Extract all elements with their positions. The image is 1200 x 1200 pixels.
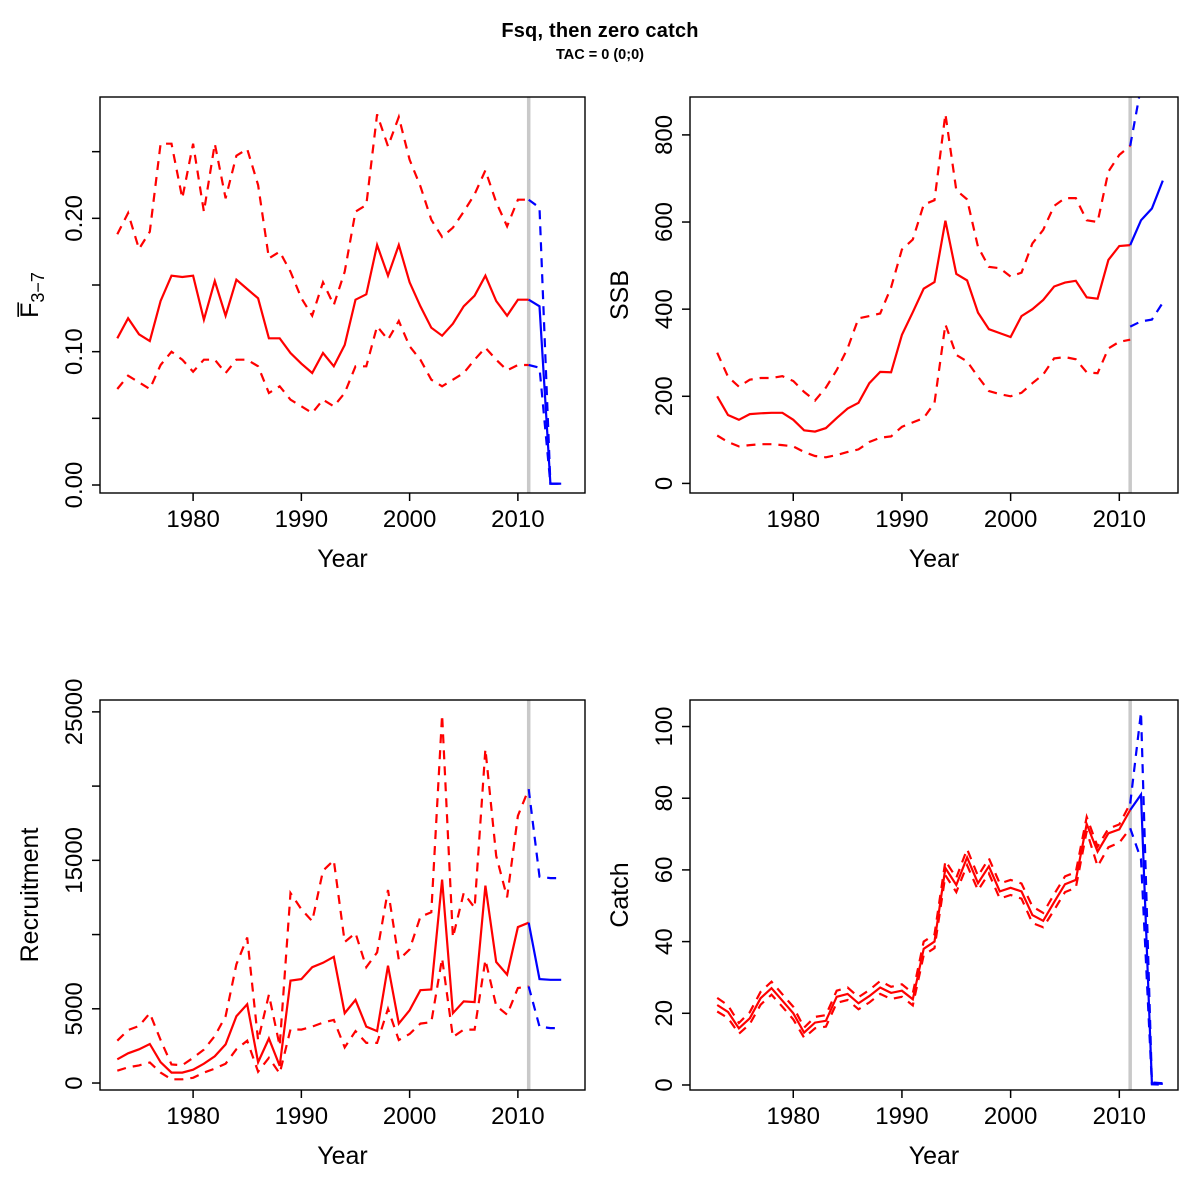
upper-ci-projection [1129,97,1141,146]
y-axis-tick-label: 40 [651,928,678,955]
median-historical [116,879,530,1074]
y-axis-title: SSB [606,270,634,320]
y-axis-tick-label: 0.10 [61,328,88,375]
y-axis-tick-label: 0.00 [61,462,88,509]
plot-box [99,96,586,494]
y-axis-tick-label: 100 [651,707,678,747]
y-axis-title: F̅3−7 [16,272,48,318]
lower-ci-historical [116,958,529,1081]
y-axis-tick-label: 200 [651,376,678,416]
x-axis-tick-label: 2010 [491,1103,544,1130]
x-axis-tick-label: 1990 [875,506,928,533]
y-axis-tick-label: 5000 [61,982,88,1035]
lower-ci-historical [116,318,529,415]
y-axis-tick-label: 600 [651,202,678,242]
x-axis-tick-label: 1980 [767,506,820,533]
plot-box [99,699,586,1091]
y-axis-tick-label: 80 [651,785,678,812]
x-axis-tick-label: 2000 [984,1103,1037,1130]
median-historical [716,220,1131,433]
x-axis-tick-label: 1990 [275,1103,328,1130]
x-axis-tick-label: 1990 [875,1103,928,1130]
catch-panel: 1980 1990 2000 2010 0 20 40 60 80 100 Year Catch [606,699,1179,1170]
upper-ci-projection [528,198,562,485]
median-historical [716,809,1132,1035]
x-axis-tick-label: 2010 [1093,1103,1146,1130]
fbar-panel: 1980 1990 2000 2010 0.00 0.10 0.20 Year F̅3−7 [16,96,586,573]
upper-ci-historical [116,113,529,319]
y-axis-tick-label: 0.20 [61,195,88,242]
y-axis-tick-label: 20 [651,1000,678,1027]
y-axis-title: Recruitment [16,828,44,963]
figure-subtitle: TAC = 0 (0;0) [556,47,644,63]
y-axis-tick-label: 800 [651,115,678,155]
x-axis-tick-label: 2000 [383,506,436,533]
upper-ci-historical [716,113,1131,403]
plot-box [689,96,1179,494]
x-axis-title: Year [909,545,960,573]
y-axis-title: Catch [606,862,634,927]
x-axis-tick-label: 2000 [383,1103,436,1130]
x-axis-tick-label: 1980 [166,1103,219,1130]
y-axis-tick-label: 15000 [61,827,88,894]
lower-ci-historical [716,324,1131,459]
x-axis-title: Year [909,1142,960,1170]
x-axis-tick-label: 2010 [1093,506,1146,533]
y-axis-tick-label: 60 [651,857,678,884]
plot-box [689,699,1179,1091]
upper-ci-historical [716,803,1132,1030]
median-historical [116,241,529,375]
lower-ci-historical [716,827,1132,1040]
x-axis-tick-label: 1980 [767,1103,820,1130]
x-axis-tick-label: 1980 [166,506,219,533]
median-projection [528,298,562,485]
x-axis-tick-label: 2000 [984,506,1037,533]
y-axis-tick-label: 400 [651,289,678,329]
upper-ci-historical [116,714,530,1067]
y-axis-tick-label: 0 [651,1078,678,1091]
median-projection [1129,180,1164,246]
x-axis-tick-label: 2010 [491,506,544,533]
upper-ci-projection [1129,712,1163,1085]
lower-ci-projection [1129,302,1164,328]
recruitment-panel: 1980 1990 2000 2010 0 5000 15000 25000 Year Recru… [16,679,586,1170]
y-axis-tick-label: 0 [651,477,678,490]
y-axis-tick-label: 0 [61,1076,88,1089]
x-axis-tick-label: 1990 [275,506,328,533]
y-axis-tick-label: 25000 [61,679,88,746]
figure-title: Fsq, then zero catch [501,20,699,42]
ssb-panel: 1980 1990 2000 2010 0 200 400 600 800 Year SSB [606,96,1179,573]
upper-ci-projection [527,788,562,880]
x-axis-title: Year [317,1142,368,1170]
x-axis-title: Year [317,545,368,573]
lower-ci-projection [527,986,562,1030]
median-projection [1129,791,1163,1085]
median-projection [527,922,562,981]
